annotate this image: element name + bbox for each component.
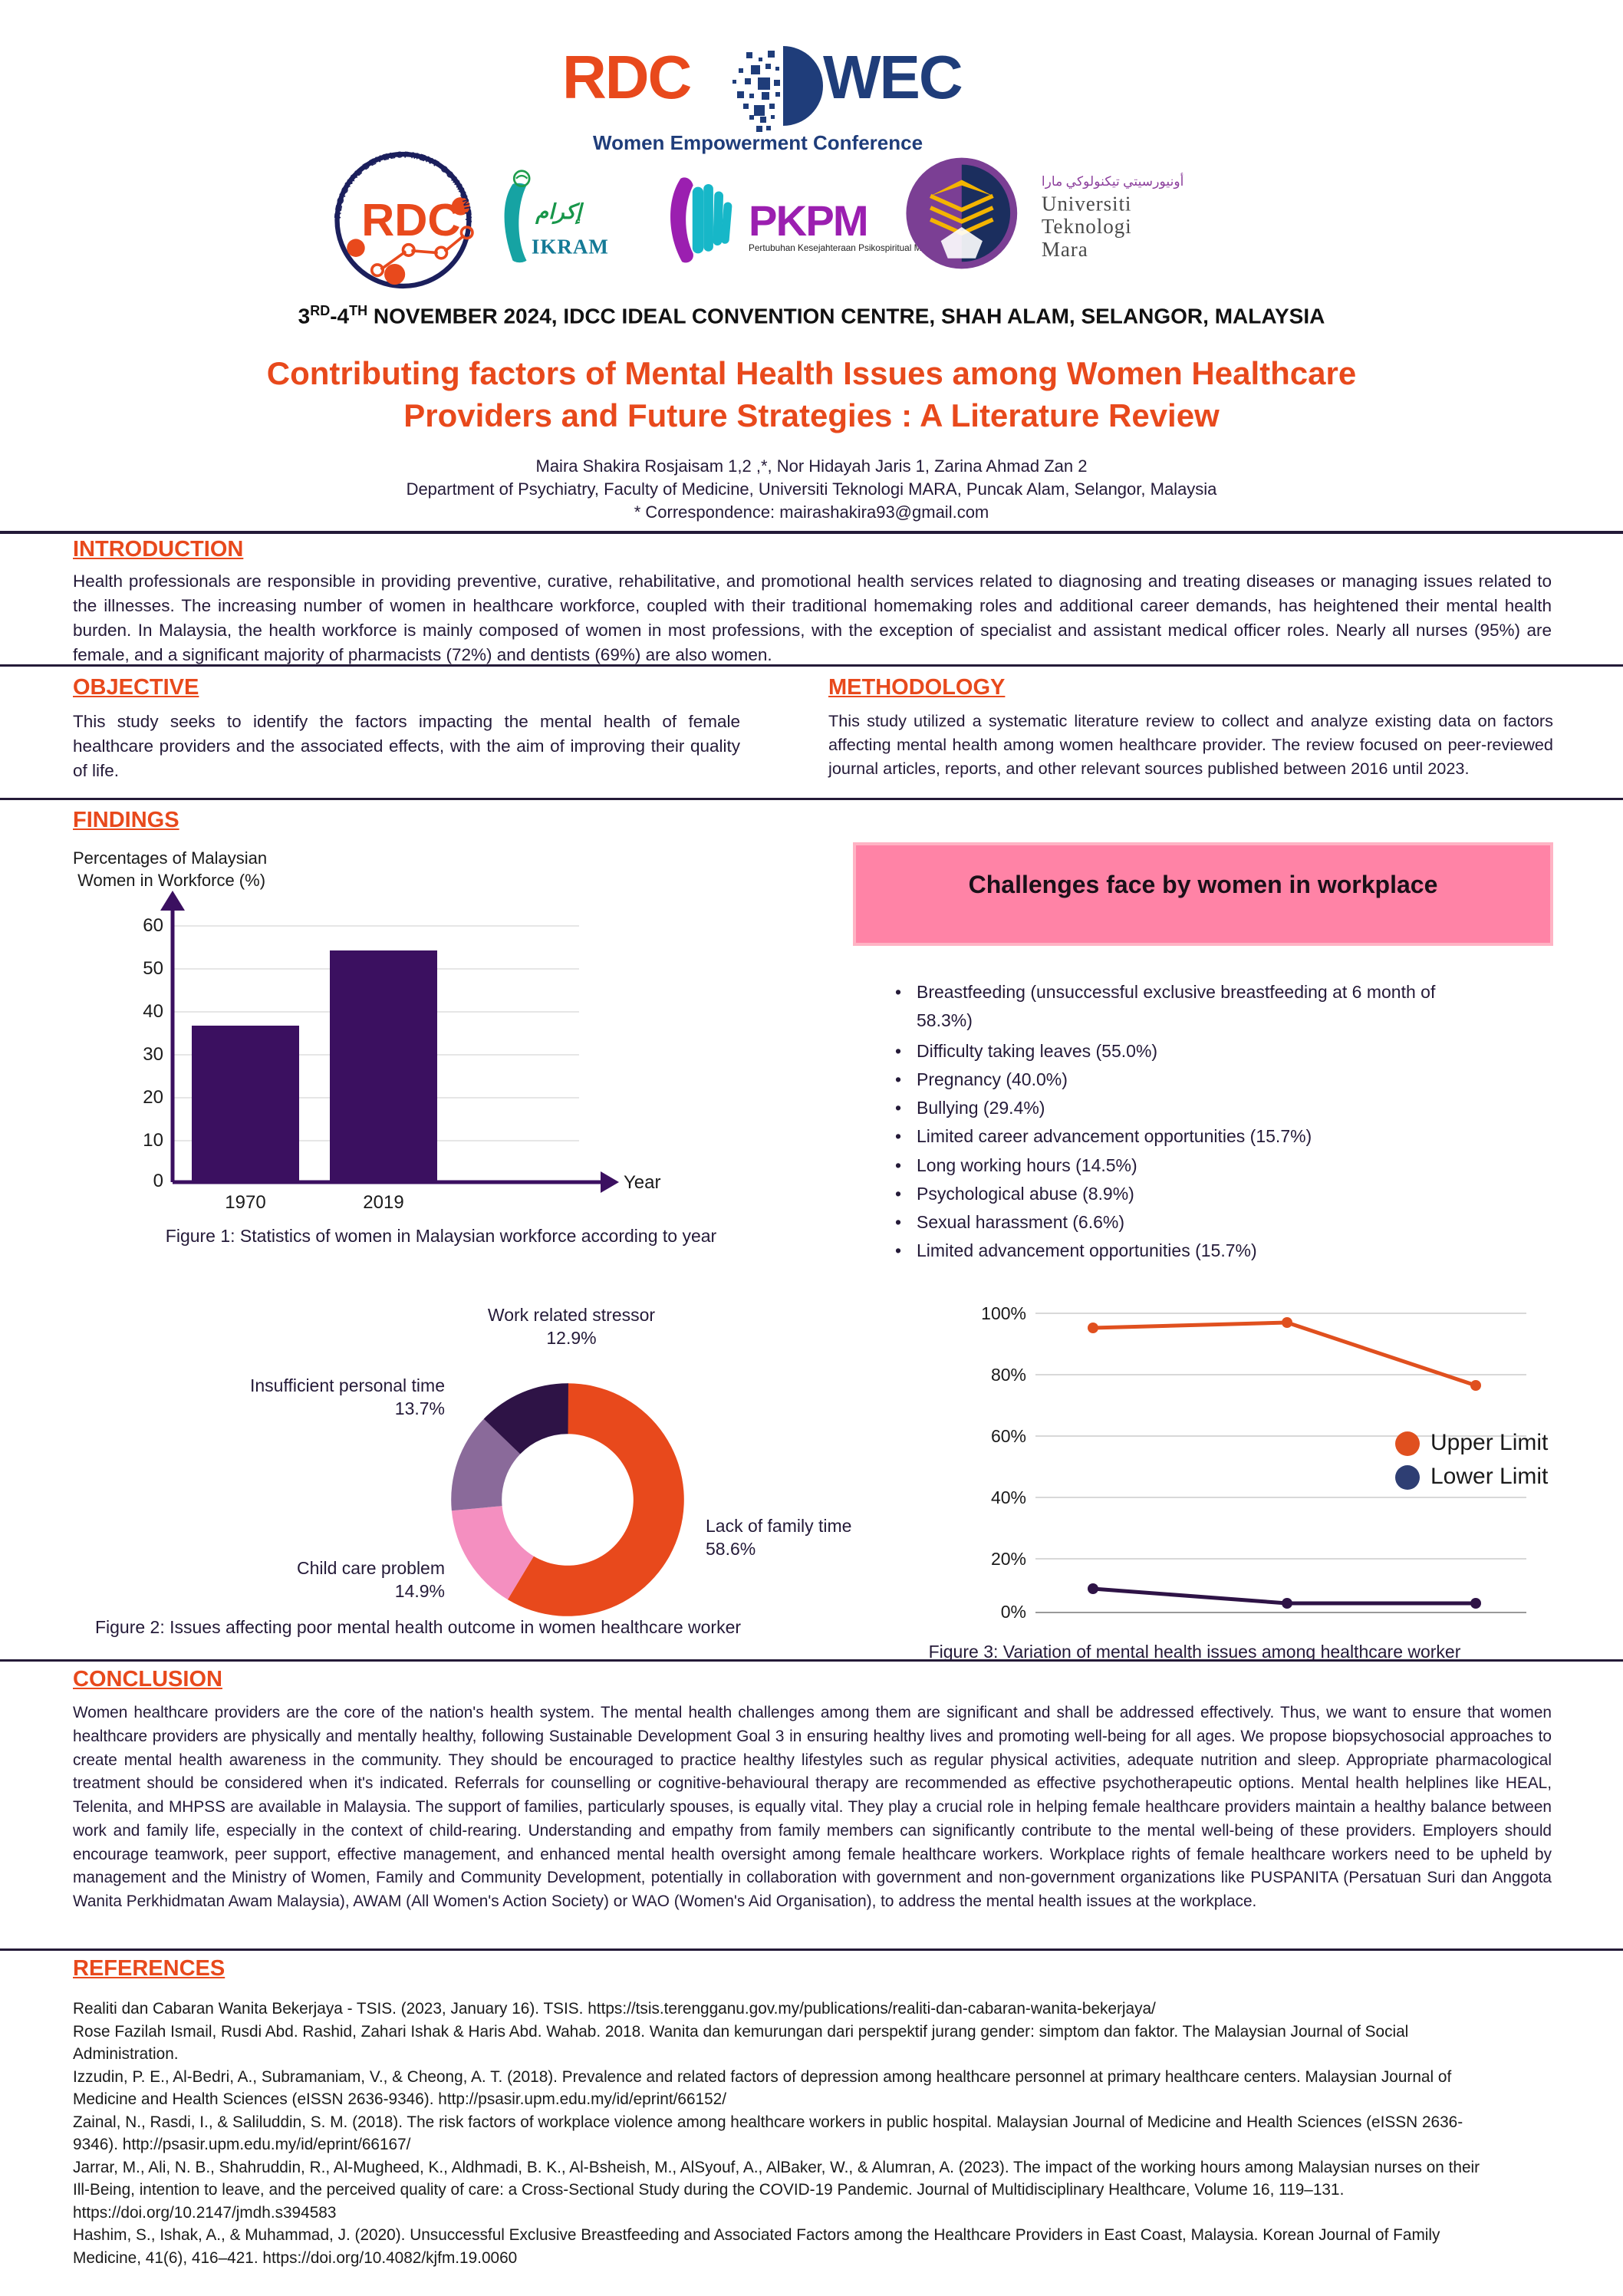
svg-text:0: 0 [153,1171,163,1191]
svg-text:10: 10 [143,1130,163,1151]
svg-text:أونيورسيتي تيكنولوكي مارا: أونيورسيتي تيكنولوكي مارا [1042,173,1184,189]
svg-text:60%: 60% [991,1426,1026,1446]
svg-text:Teknologi: Teknologi [1042,215,1132,238]
svg-text:إكرام: إكرام [535,199,584,225]
svg-text:60: 60 [143,915,163,936]
svg-text:Mara: Mara [1042,238,1088,261]
svg-text:Universiti: Universiti [1042,192,1132,215]
svg-text:20%: 20% [991,1549,1026,1569]
svg-text:1970: 1970 [225,1192,265,1208]
svg-text:RDC: RDC [562,43,691,111]
svg-text:30: 30 [143,1044,163,1065]
svg-text:Upper Limit: Upper Limit [1430,1430,1549,1455]
svg-text:PKPM: PKPM [749,196,867,245]
svg-text:Lower Limit: Lower Limit [1430,1464,1549,1489]
svg-text:WEC: WEC [823,43,962,111]
svg-text:100%: 100% [981,1304,1026,1323]
svg-text:80%: 80% [991,1365,1026,1385]
svg-text:0%: 0% [1001,1602,1026,1619]
svg-text:40: 40 [143,1001,163,1022]
svg-text:2019: 2019 [363,1192,403,1208]
svg-text:Year: Year [624,1172,661,1193]
svg-text:40%: 40% [991,1487,1026,1507]
svg-text:IKRAM: IKRAM [532,235,609,258]
svg-text:50: 50 [143,958,163,979]
svg-text:RDC: RDC [361,194,460,245]
svg-text:20: 20 [143,1087,163,1108]
